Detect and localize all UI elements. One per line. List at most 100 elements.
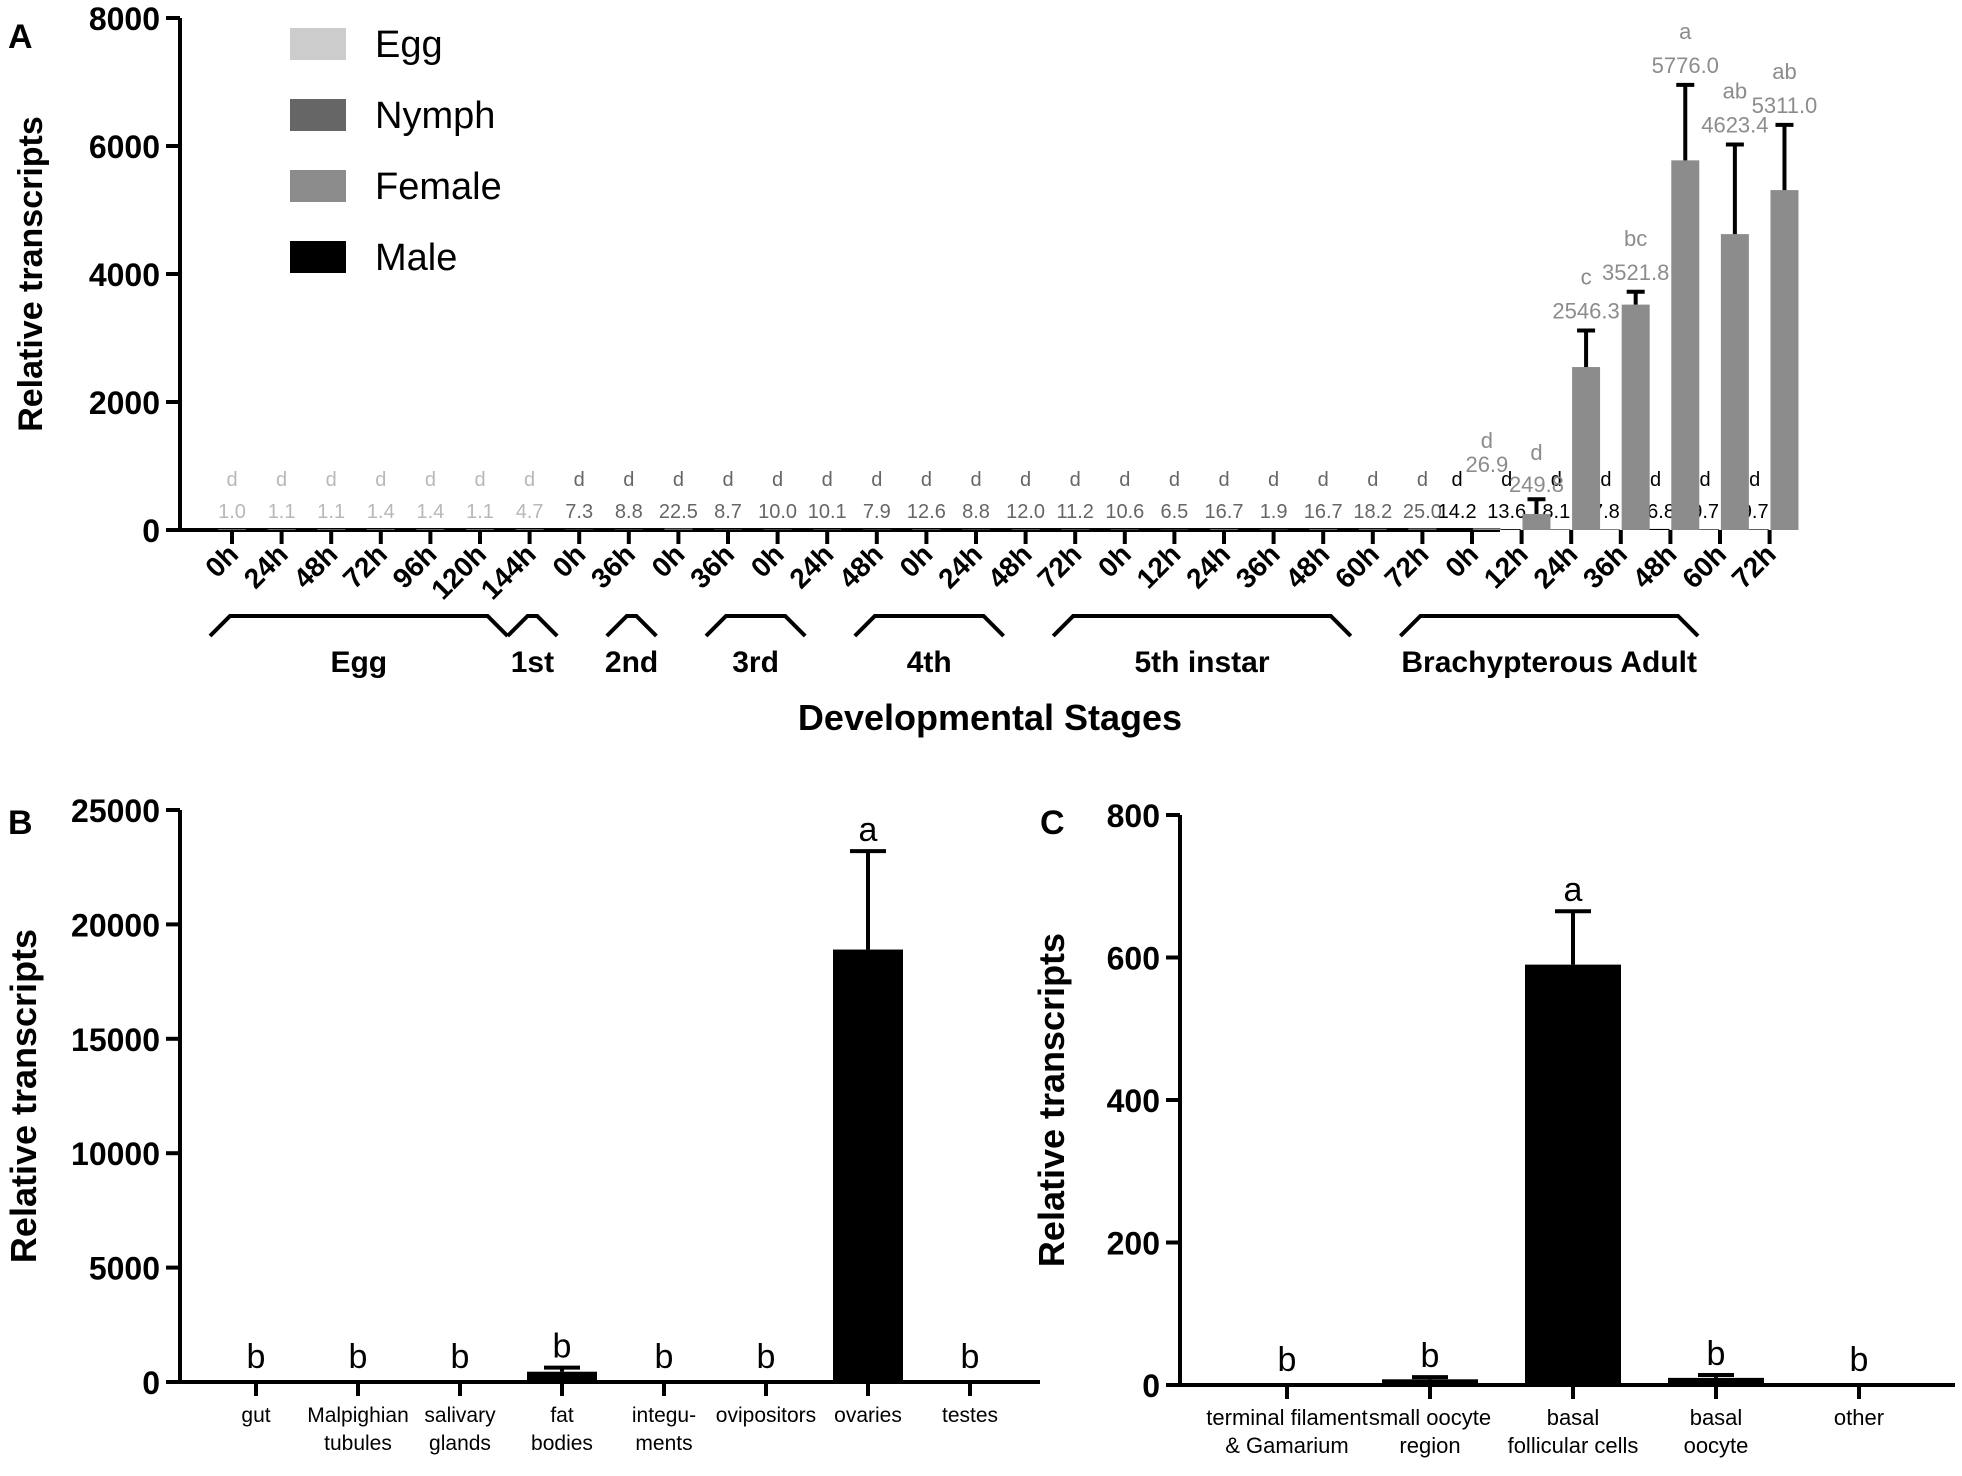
b-bar bbox=[833, 949, 903, 1382]
b-significance-letter: b bbox=[349, 1338, 368, 1376]
a-data-label: 12.6 bbox=[907, 501, 946, 523]
a-significance-letter: d bbox=[524, 469, 535, 491]
a-bar bbox=[1522, 514, 1551, 530]
a-significance-letter: d bbox=[722, 469, 733, 491]
a-significance-letter: d bbox=[326, 469, 337, 491]
a-significance-letter: d bbox=[1367, 469, 1378, 491]
a-data-label: 1.1 bbox=[268, 501, 296, 523]
a-significance-letter: d bbox=[375, 469, 386, 491]
a-data-label: 6.5 bbox=[1160, 501, 1188, 523]
c-significance-letter: b bbox=[1278, 1341, 1297, 1379]
a-significance-letter: d bbox=[921, 469, 932, 491]
a-group-bracket bbox=[605, 614, 658, 638]
a-significance-letter: d bbox=[1650, 469, 1661, 491]
a-significance-letter: d bbox=[1318, 469, 1329, 491]
panel-label-c: C bbox=[1040, 804, 1065, 842]
a-y-tick-label: 8000 bbox=[89, 1, 160, 37]
a-x-tick-label: 0h bbox=[646, 538, 691, 583]
a-significance-letter: bc bbox=[1624, 226, 1647, 251]
a-bar bbox=[1110, 529, 1139, 530]
a-legend-swatch bbox=[290, 170, 346, 202]
a-bar bbox=[1472, 528, 1501, 530]
a-data-label: 10.1 bbox=[808, 501, 847, 523]
a-bar bbox=[218, 529, 246, 530]
a-bar bbox=[912, 529, 941, 530]
b-category-label: integu- bbox=[632, 1404, 696, 1427]
a-data-label: 18.2 bbox=[1353, 501, 1392, 523]
panel-c-chart: 0 200 400 600 800 Relative transcripts b termin… bbox=[1031, 798, 1955, 1458]
b-category-label: Malpighian bbox=[307, 1404, 409, 1427]
a-bar bbox=[1492, 529, 1521, 530]
a-data-label: 16.7 bbox=[1304, 501, 1343, 523]
a-significance-letter: d bbox=[276, 469, 287, 491]
a-x-tick-label: 120h bbox=[425, 538, 492, 605]
a-significance-letter: d bbox=[1600, 469, 1611, 491]
a-significance-letter: d bbox=[226, 469, 237, 491]
a-data-label: 11.2 bbox=[1056, 501, 1093, 523]
a-data-label: 12.0 bbox=[1006, 501, 1045, 523]
b-significance-letter: a bbox=[859, 811, 878, 849]
c-significance-letter: a bbox=[1564, 871, 1583, 909]
a-x-tick-label: 24h bbox=[783, 538, 839, 594]
a-bar bbox=[813, 529, 842, 530]
a-significance-letter: d bbox=[1481, 428, 1493, 453]
b-significance-letter: b bbox=[757, 1338, 776, 1376]
c-category-label: basal bbox=[1547, 1405, 1600, 1430]
a-bar bbox=[1061, 529, 1090, 530]
a-group-label: 4th bbox=[907, 646, 952, 679]
a-data-label: 1.0 bbox=[218, 501, 246, 523]
panel-b-chart: 0 5000 10000 15000 20000 25000 Relative transc… bbox=[3, 793, 1040, 1455]
a-y-tick-label: 2000 bbox=[89, 385, 160, 421]
b-category-label: bodies bbox=[531, 1432, 593, 1455]
a-data-label: 5311.0 bbox=[1752, 93, 1818, 118]
a-data-label: 8.8 bbox=[962, 501, 990, 523]
a-data-label: 7.3 bbox=[565, 501, 593, 523]
a-bar bbox=[1011, 529, 1040, 530]
a-group-label: Brachypterous Adult bbox=[1401, 646, 1697, 679]
b-significance-letter: b bbox=[247, 1338, 266, 1376]
a-bar bbox=[1160, 529, 1189, 530]
a-data-label: 10.6 bbox=[1105, 501, 1144, 523]
a-bar bbox=[515, 529, 544, 530]
a-bar bbox=[565, 529, 594, 530]
a-data-label: 22.5 bbox=[659, 501, 698, 523]
a-significance-letter: d bbox=[425, 469, 436, 491]
a-significance-letter: d bbox=[1218, 469, 1229, 491]
b-y-tick-label: 5000 bbox=[89, 1251, 160, 1287]
c-category-label: other bbox=[1834, 1405, 1884, 1430]
a-significance-letter: d bbox=[1501, 469, 1512, 491]
a-x-tick-label: 48h bbox=[287, 538, 343, 594]
a-significance-letter: d bbox=[970, 469, 981, 491]
a-data-label: 1.4 bbox=[367, 501, 395, 523]
a-data-label: 2546.3 bbox=[1552, 299, 1619, 324]
a-data-label: 249.8 bbox=[1509, 472, 1564, 497]
a-significance-letter: d bbox=[1700, 469, 1711, 491]
a-legend-label: Male bbox=[375, 237, 457, 279]
a-bar bbox=[1641, 528, 1670, 530]
a-data-label: 1.1 bbox=[466, 501, 494, 523]
b-category-label: ovaries bbox=[834, 1404, 902, 1427]
b-y-tick-label: 0 bbox=[142, 1365, 160, 1401]
b-y-tick-label: 20000 bbox=[71, 907, 160, 943]
panel-label-b: B bbox=[8, 804, 33, 842]
a-bar bbox=[267, 529, 296, 530]
a-significance-letter: a bbox=[1679, 19, 1692, 44]
a-x-tick-label: 0h bbox=[199, 538, 244, 583]
b-bar bbox=[629, 1380, 699, 1382]
a-bar bbox=[1720, 234, 1749, 530]
a-legend-label: Nymph bbox=[375, 95, 495, 137]
a-group-bracket bbox=[1398, 614, 1700, 638]
c-y-tick-label: 200 bbox=[1107, 1226, 1160, 1262]
b-bar bbox=[731, 1380, 801, 1382]
c-category-label: small oocyte bbox=[1369, 1405, 1491, 1430]
c-category-label: & Gamarium bbox=[1225, 1433, 1348, 1458]
c-category-label: terminal filament bbox=[1206, 1405, 1367, 1430]
a-x-tick-label: 60h bbox=[1676, 538, 1732, 594]
c-y-tick-label: 600 bbox=[1107, 941, 1160, 977]
a-x-tick-label: 72h bbox=[1726, 538, 1782, 594]
a-x-tick-label: 0h bbox=[894, 538, 939, 583]
b-bar bbox=[221, 1380, 291, 1382]
a-bar bbox=[1542, 529, 1571, 530]
a-significance-letter: d bbox=[1551, 469, 1562, 491]
a-significance-letter: d bbox=[1070, 469, 1081, 491]
